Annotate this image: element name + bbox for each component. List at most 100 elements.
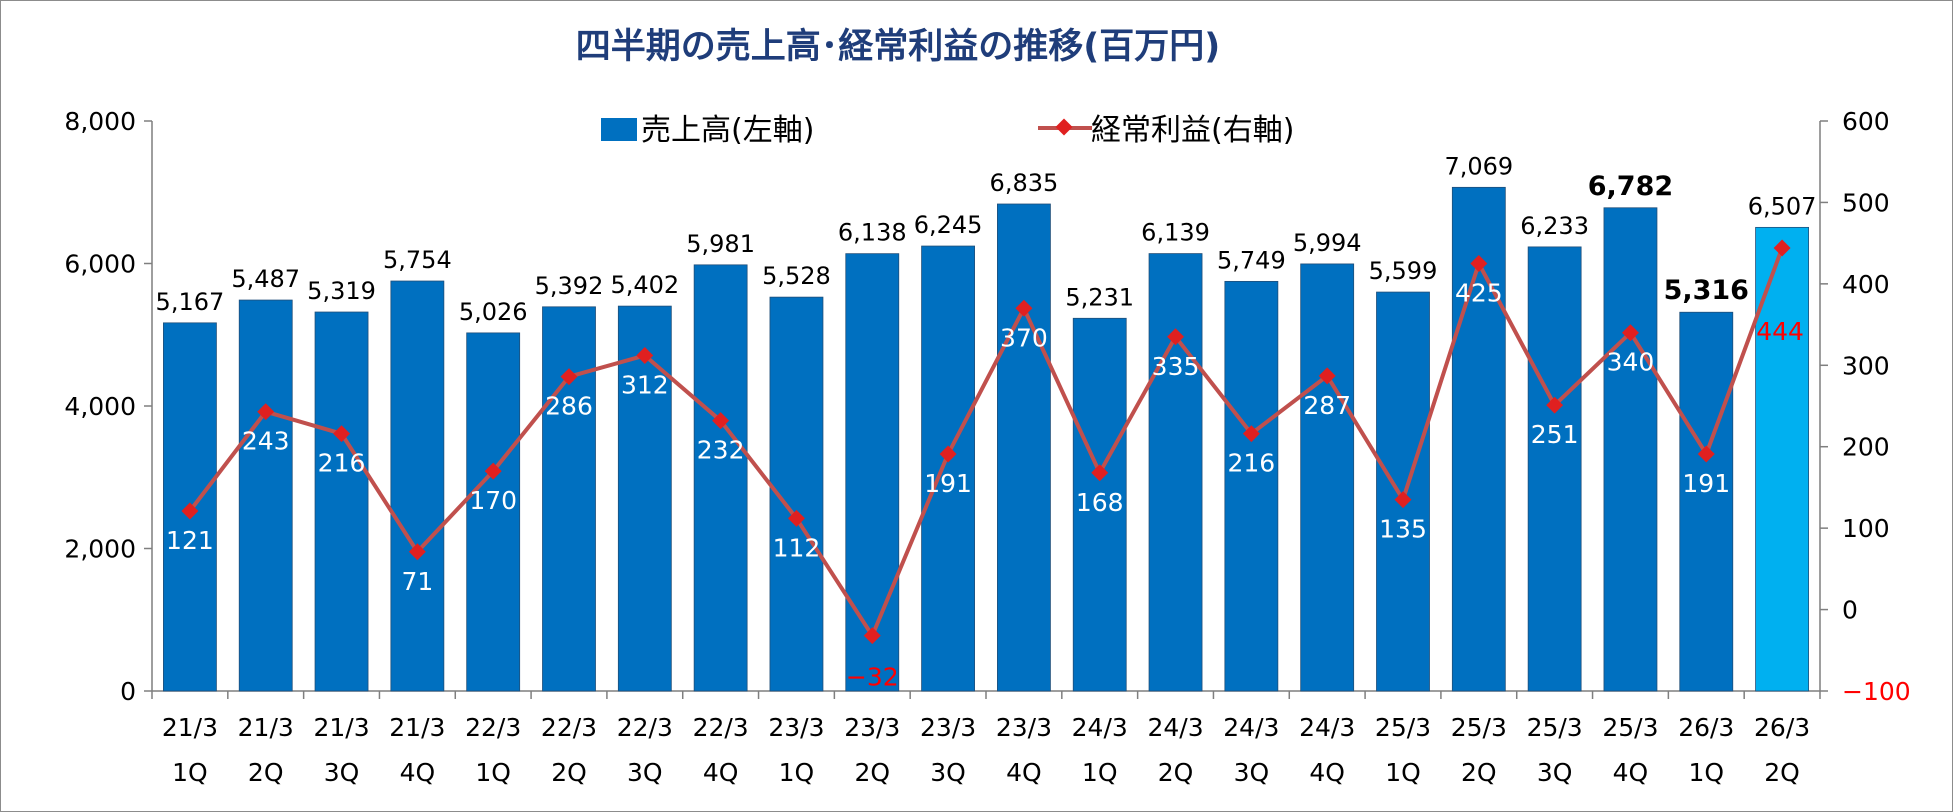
profit-value-label: 444 <box>1756 317 1804 346</box>
category-label-year: 25/3 <box>1451 713 1507 742</box>
sales-bar <box>466 332 521 692</box>
category-label-quarter: 1Q <box>1082 758 1118 787</box>
profit-marker <box>712 412 730 430</box>
left-tick-label: 2,000 <box>64 535 136 564</box>
profit-marker <box>333 425 351 443</box>
profit-value-label: 251 <box>1531 420 1579 449</box>
category-label-quarter: 3Q <box>1234 758 1270 787</box>
profit-value-label: 191 <box>1682 469 1730 498</box>
sales-value-label: 5,167 <box>156 288 225 316</box>
sales-value-label: 6,245 <box>914 211 983 239</box>
right-tick-label: 600 <box>1842 107 1890 136</box>
profit-marker <box>787 509 805 527</box>
profit-marker <box>484 462 502 480</box>
profit-value-label: 135 <box>1379 515 1427 544</box>
sales-value-label: 5,528 <box>762 262 831 290</box>
category-label-year: 24/3 <box>1223 713 1279 742</box>
category-label-year: 24/3 <box>1072 713 1128 742</box>
profit-line <box>188 247 1784 638</box>
legend-line-marker <box>1055 118 1073 136</box>
profit-value-label: 340 <box>1607 348 1655 377</box>
sales-bar <box>314 311 369 692</box>
sales-bar <box>238 299 293 692</box>
right-tick-label: 200 <box>1842 433 1890 462</box>
sales-bar <box>390 280 445 692</box>
category-label-quarter: 2Q <box>248 758 284 787</box>
category-label-quarter: 3Q <box>1537 758 1573 787</box>
category-label-quarter: 4Q <box>703 758 739 787</box>
category-label-quarter: 1Q <box>779 758 815 787</box>
profit-value-label: 191 <box>924 469 972 498</box>
sales-value-label: 5,749 <box>1217 246 1286 274</box>
profit-value-label: 243 <box>242 427 290 456</box>
legend: 売上高(左軸) 経常利益(右軸) <box>601 113 1294 148</box>
profit-value-label: 286 <box>545 392 593 421</box>
profit-value-label: 335 <box>1152 352 1200 381</box>
category-label-year: 22/3 <box>693 713 749 742</box>
sales-value-label: 5,994 <box>1293 229 1362 257</box>
category-label-quarter: 2Q <box>1158 758 1194 787</box>
profit-value-label: 121 <box>166 526 214 555</box>
profit-value-label: 216 <box>318 449 366 478</box>
category-label-quarter: 2Q <box>1764 758 1800 787</box>
category-label-year: 21/3 <box>313 713 369 742</box>
category-label-year: 25/3 <box>1375 713 1431 742</box>
profit-marker <box>939 445 957 463</box>
category-label-quarter: 3Q <box>324 758 360 787</box>
left-tick-label: 8,000 <box>64 107 136 136</box>
profit-marker <box>636 347 654 364</box>
sales-value-label: 5,981 <box>686 230 755 258</box>
category-label-quarter: 1Q <box>172 758 208 787</box>
sales-value-label: 5,319 <box>307 277 376 305</box>
category-label-year: 25/3 <box>1602 713 1658 742</box>
sales-value-label: 5,026 <box>459 298 528 326</box>
category-label-quarter: 4Q <box>1613 758 1649 787</box>
sales-bar <box>1755 226 1809 692</box>
sales-value-label: 6,139 <box>1141 219 1210 247</box>
left-tick-label: 4,000 <box>64 392 136 421</box>
profit-value-label: 71 <box>401 567 433 596</box>
sales-bar <box>1679 311 1734 692</box>
category-label-year: 24/3 <box>1299 713 1355 742</box>
category-label-year: 25/3 <box>1527 713 1583 742</box>
right-tick-label: 100 <box>1842 514 1890 543</box>
sales-bar <box>1603 207 1658 692</box>
right-tick-label: 0 <box>1842 596 1858 625</box>
category-label-year: 22/3 <box>617 713 673 742</box>
sales-bar <box>693 264 748 692</box>
sales-value-label: 6,138 <box>838 219 907 247</box>
line-series <box>181 239 1791 645</box>
profit-marker <box>181 502 199 520</box>
axes: 0 2,000 4,000 6,000 8,000 −100 0 100 200 300 400 50… <box>64 107 1910 787</box>
sales-value-label: 5,316 <box>1664 275 1749 306</box>
right-tick-label: 300 <box>1842 351 1890 380</box>
sales-bar <box>1300 263 1355 692</box>
chart-title: 四半期の売上高･経常利益の推移(百万円) <box>576 27 1221 67</box>
category-label-quarter: 2Q <box>551 758 587 787</box>
sales-value-label: 6,233 <box>1520 212 1589 240</box>
right-tick-label: 400 <box>1842 270 1890 299</box>
sales-bar <box>997 203 1051 692</box>
left-tick-label: 6,000 <box>64 250 136 279</box>
profit-value-label: 425 <box>1455 279 1503 308</box>
profit-value-label: 312 <box>621 371 669 400</box>
category-label-quarter: 2Q <box>854 758 890 787</box>
sales-value-label: 5,754 <box>383 246 452 274</box>
category-label-quarter: 3Q <box>930 758 966 787</box>
profit-value-label: 170 <box>469 486 517 515</box>
category-label-year: 23/3 <box>920 713 976 742</box>
profit-value-label: 168 <box>1076 488 1124 517</box>
sales-bar <box>921 245 975 692</box>
sales-bar <box>542 306 596 692</box>
profit-value-label: −32 <box>846 663 899 692</box>
right-tick-label: 500 <box>1842 188 1890 217</box>
left-tick-label: 0 <box>120 677 136 706</box>
category-label-year: 23/3 <box>844 713 900 742</box>
sales-value-label: 6,507 <box>1748 192 1817 220</box>
profit-value-label: 370 <box>1000 323 1048 352</box>
category-label-quarter: 4Q <box>400 758 436 787</box>
category-label-year: 23/3 <box>996 713 1052 742</box>
profit-marker <box>257 403 275 421</box>
